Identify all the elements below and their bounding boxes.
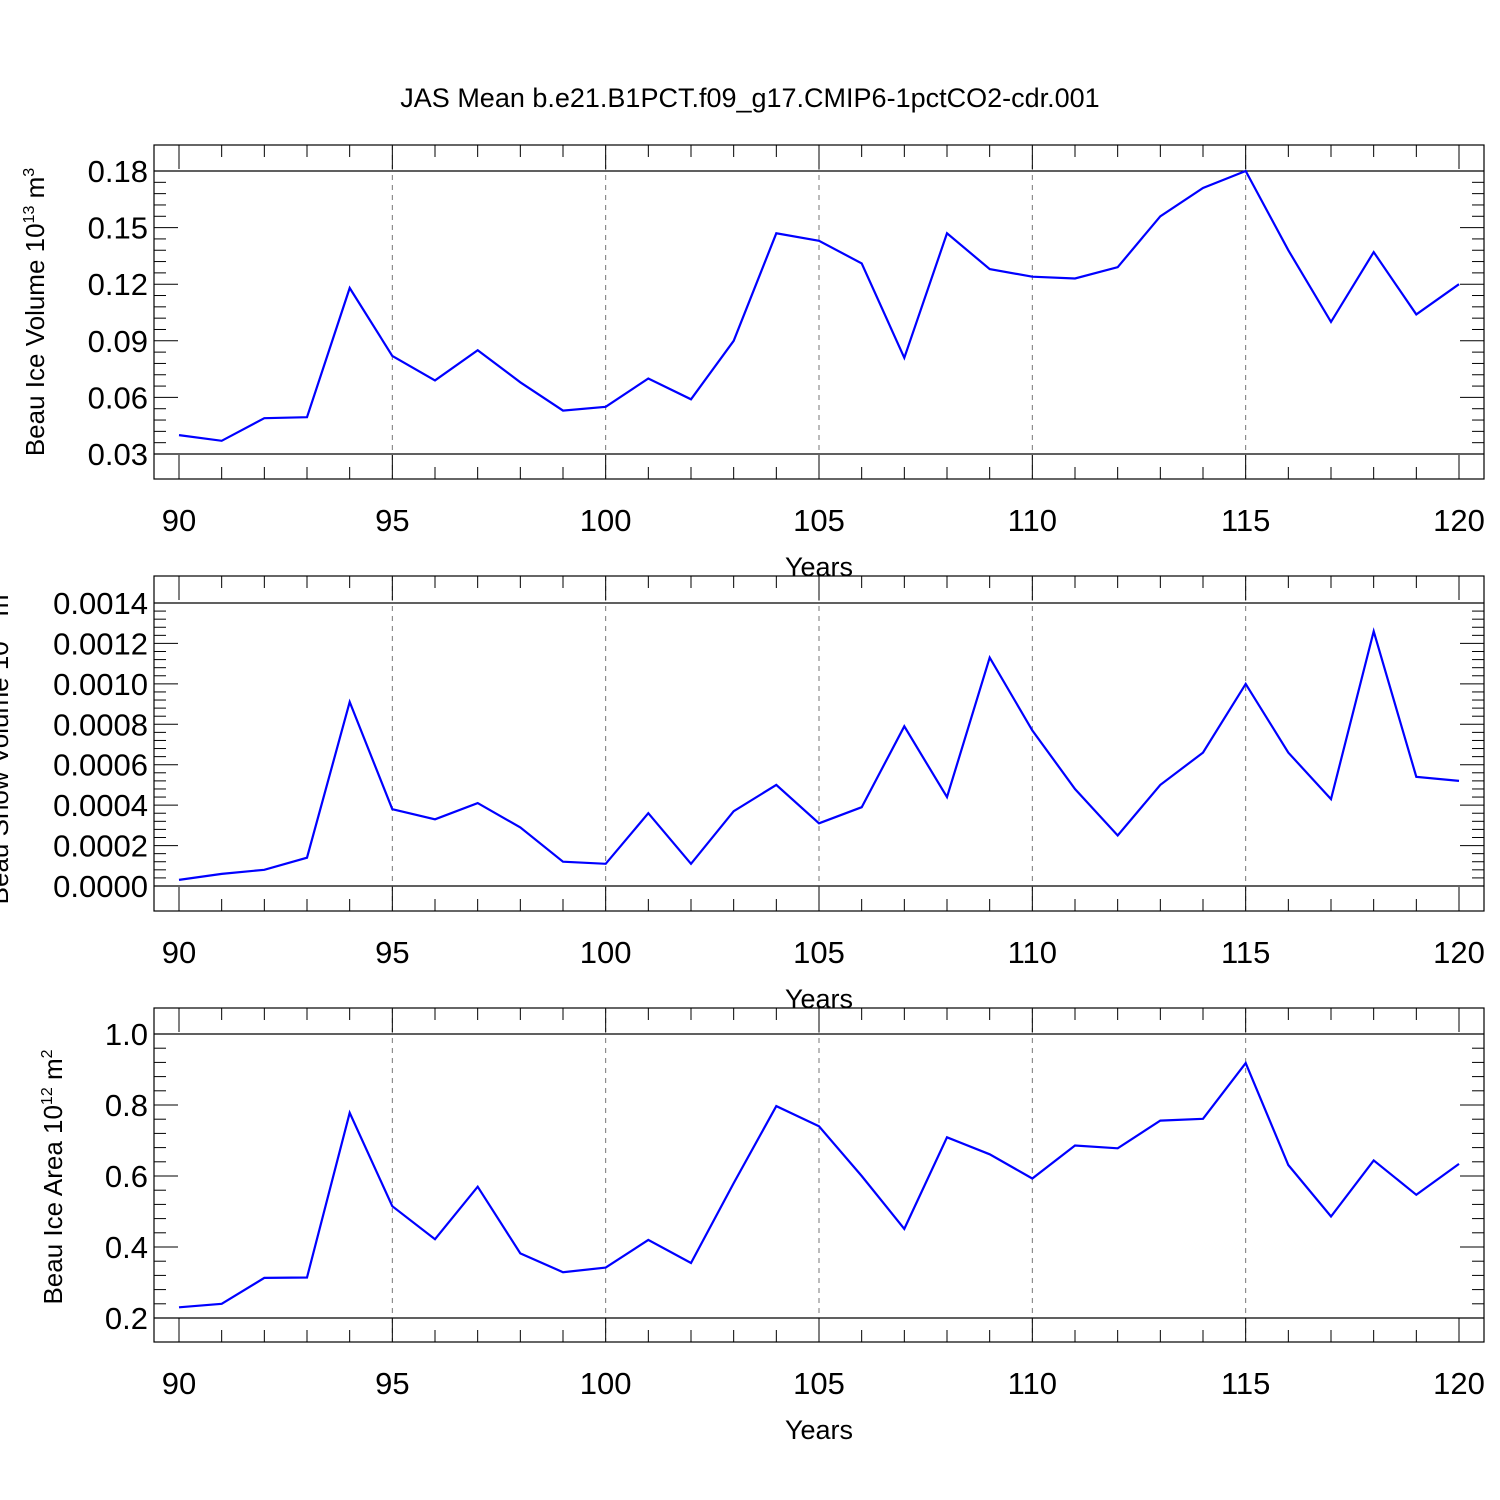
series-line [178, 169, 1460, 442]
y-tick-label: 0.0010 [53, 667, 148, 702]
y-tick-label: 0.15 [88, 211, 148, 246]
y-tick-label: 0.0006 [53, 748, 148, 783]
x-tick-label: 110 [1008, 935, 1057, 970]
x-axis-title: Years [785, 1415, 853, 1445]
y-tick-label: 0.0002 [53, 829, 148, 864]
panel-1: 0.03 0.06 0.09 0.12 0.15 0.18 90 95 100 105 110 115… [20, 144, 1485, 582]
y-axis-title: Beau Ice Volume 1013 m3 [20, 168, 50, 456]
y-tick-label: 0.4 [105, 1230, 148, 1265]
series-line [178, 627, 1460, 881]
y-tick-label: 0.2 [105, 1301, 148, 1336]
x-tick-label: 100 [580, 935, 632, 970]
y-tick-label: 0.0004 [53, 788, 148, 823]
x-tick-label: 95 [375, 1366, 409, 1401]
x-tick-label: 105 [793, 1366, 845, 1401]
chart-title: JAS Mean b.e21.B1PCT.f09_g17.CMIP6-1pctC… [400, 83, 1099, 113]
x-tick-label: 115 [1221, 503, 1270, 538]
y-tick-label: 0.8 [105, 1088, 148, 1123]
y-tick-label: 0.09 [88, 324, 148, 359]
y-tick-label: 0.06 [88, 380, 148, 415]
y-tick-label: 0.6 [105, 1159, 148, 1194]
x-tick-label: 120 [1433, 935, 1485, 970]
y-tick-label: 0.0000 [53, 869, 148, 904]
x-tick-label: 90 [162, 503, 196, 538]
x-tick-label: 120 [1433, 503, 1485, 538]
x-tick-label: 100 [580, 503, 632, 538]
x-tick-label: 110 [1008, 1366, 1057, 1401]
x-tick-label: 105 [793, 935, 845, 970]
y-axis-title: Beau Snow Volume 1013 m3 [0, 586, 14, 905]
y-tick-label: 0.18 [88, 154, 148, 189]
panel-3: 0.2 0.4 0.6 0.8 1.0 90 95 100 105 110 115 120 Years B… [38, 1007, 1485, 1445]
series-line [178, 1060, 1460, 1309]
y-tick-label: 0.0014 [53, 586, 148, 621]
x-tick-label: 120 [1433, 1366, 1485, 1401]
panel-2: 0.0000 0.0002 0.0004 0.0006 0.0008 0.0010 0.00… [0, 575, 1485, 1014]
x-tick-label: 115 [1221, 935, 1270, 970]
x-tick-label: 95 [375, 503, 409, 538]
y-axis-title: Beau Ice Area 1012 m2 [38, 1049, 68, 1304]
y-tick-label: 1.0 [105, 1017, 148, 1052]
x-tick-label: 90 [162, 935, 196, 970]
x-tick-label: 100 [580, 1366, 632, 1401]
y-tick-label: 0.03 [88, 437, 148, 472]
y-tick-label: 0.0012 [53, 626, 148, 661]
x-tick-label: 90 [162, 1366, 196, 1401]
y-tick-label: 0.12 [88, 267, 148, 302]
x-tick-label: 115 [1221, 1366, 1270, 1401]
x-tick-label: 110 [1008, 503, 1057, 538]
y-tick-label: 0.0008 [53, 707, 148, 742]
x-tick-label: 105 [793, 503, 845, 538]
x-tick-label: 95 [375, 935, 409, 970]
